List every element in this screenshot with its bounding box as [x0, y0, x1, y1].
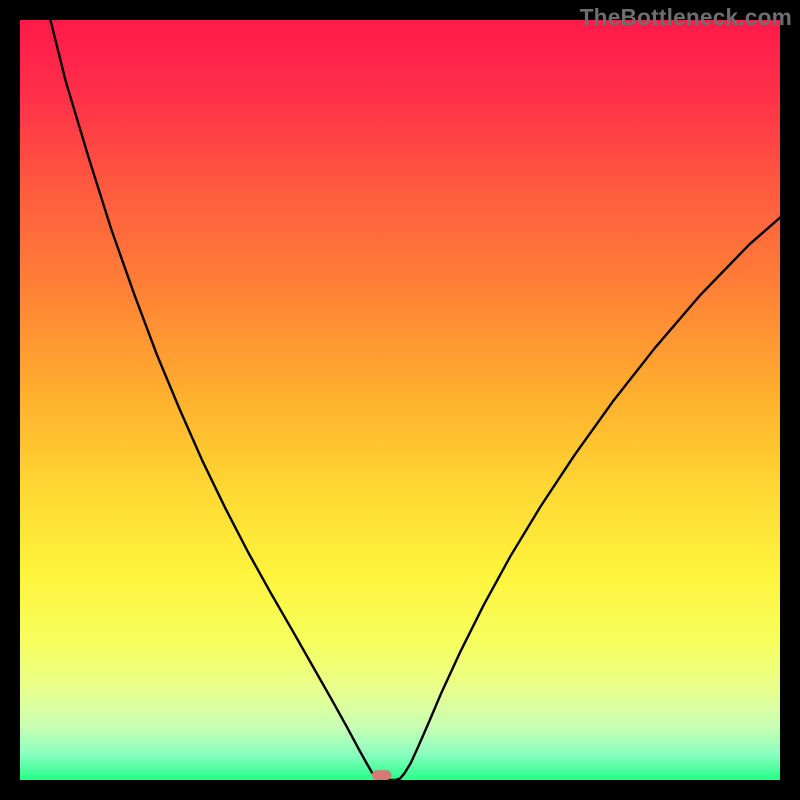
watermark-text: TheBottleneck.com: [580, 4, 792, 31]
chart-stage: TheBottleneck.com: [0, 0, 800, 800]
minimum-marker: [372, 770, 392, 780]
plot-background: [20, 20, 780, 780]
bottleneck-chart: [0, 0, 800, 800]
